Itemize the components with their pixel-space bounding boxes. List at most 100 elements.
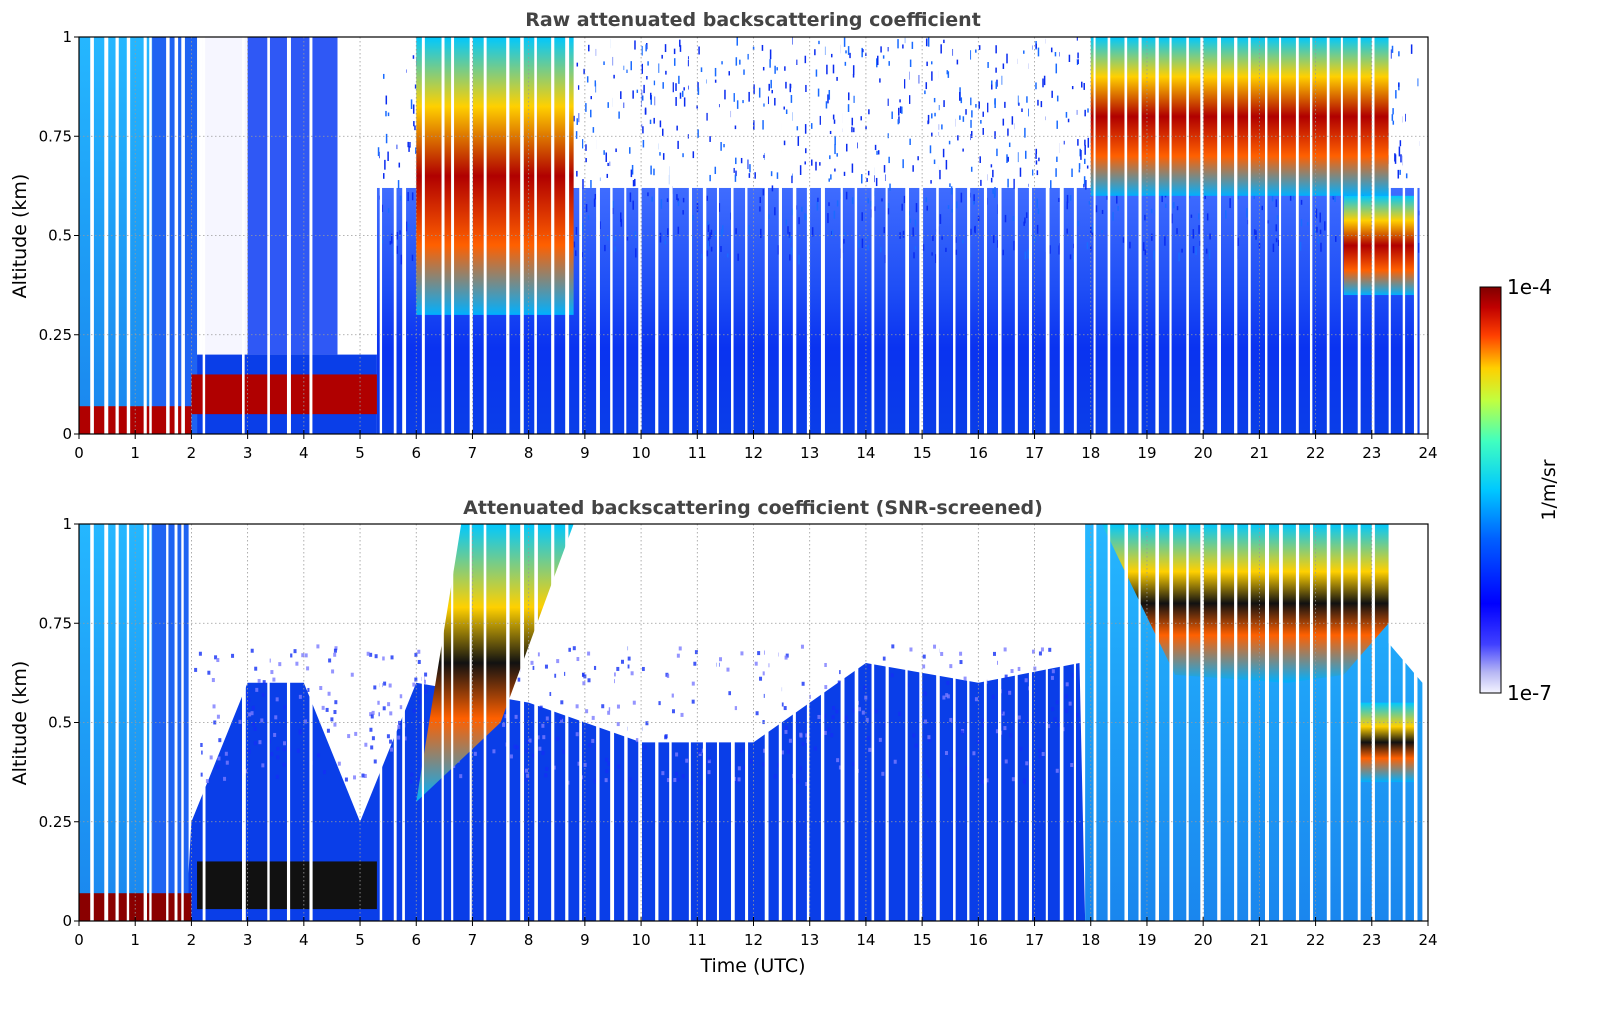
data-gap bbox=[1388, 37, 1391, 434]
noise-speck bbox=[959, 660, 963, 665]
noise-speck bbox=[736, 100, 739, 109]
noise-speck bbox=[887, 46, 889, 52]
noise-speck bbox=[947, 71, 950, 78]
noise-speck bbox=[369, 727, 373, 732]
noise-speck bbox=[959, 115, 961, 120]
noise-speck bbox=[328, 658, 332, 663]
noise-speck bbox=[1080, 149, 1082, 160]
noise-speck bbox=[891, 111, 893, 120]
data-gap bbox=[716, 37, 719, 434]
noise-speck bbox=[1084, 158, 1086, 164]
noise-speck bbox=[1077, 220, 1080, 227]
data-gap bbox=[115, 524, 119, 921]
noise-speck bbox=[612, 672, 616, 677]
data-gap bbox=[1295, 37, 1299, 434]
noise-speck bbox=[777, 245, 780, 255]
data-gap bbox=[143, 37, 147, 434]
noise-speck bbox=[643, 84, 645, 94]
noise-speck bbox=[1143, 242, 1145, 251]
noise-speck bbox=[774, 65, 776, 74]
noise-speck bbox=[614, 236, 616, 242]
noise-speck bbox=[861, 212, 863, 221]
noise-speck bbox=[556, 736, 560, 741]
noise-speck bbox=[575, 704, 579, 709]
noise-speck bbox=[223, 776, 227, 781]
noise-speck bbox=[954, 752, 958, 757]
noise-speck bbox=[1416, 78, 1419, 87]
noise-speck bbox=[1299, 241, 1302, 251]
noise-speck bbox=[675, 97, 677, 106]
noise-speck bbox=[956, 201, 958, 209]
noise-speck bbox=[868, 747, 872, 752]
noise-speck bbox=[1087, 108, 1089, 113]
noise-speck bbox=[1315, 208, 1318, 219]
y-axis-ticks: 0 0.25 0.5 0.75 1 bbox=[39, 515, 79, 930]
data-gap bbox=[1124, 37, 1128, 434]
noise-speck bbox=[783, 106, 785, 110]
noise-speck bbox=[1151, 233, 1153, 241]
noise-speck bbox=[536, 652, 540, 657]
noise-speck bbox=[1043, 75, 1046, 86]
noise-speck bbox=[1316, 226, 1318, 233]
noise-speck bbox=[664, 240, 666, 245]
noise-speck bbox=[526, 773, 530, 778]
noise-speck bbox=[282, 747, 286, 752]
noise-speck bbox=[238, 719, 242, 724]
noise-speck bbox=[1055, 768, 1059, 773]
noise-speck bbox=[974, 225, 976, 234]
noise-speck bbox=[216, 714, 220, 719]
noise-speck bbox=[825, 101, 828, 109]
noise-speck bbox=[927, 773, 931, 778]
noise-speck bbox=[382, 706, 386, 711]
colorbar-min-label: 1e-7 bbox=[1507, 681, 1552, 705]
data-gap bbox=[520, 524, 525, 921]
noise-speck bbox=[679, 92, 682, 99]
noise-speck bbox=[1019, 746, 1023, 751]
noise-speck bbox=[692, 215, 694, 221]
noise-speck bbox=[827, 213, 829, 224]
noise-speck bbox=[1091, 232, 1094, 237]
noise-speck bbox=[972, 751, 976, 756]
noise-speck bbox=[677, 198, 679, 202]
noise-speck bbox=[706, 112, 708, 121]
noise-speck bbox=[414, 225, 416, 229]
noise-speck bbox=[683, 87, 685, 91]
noise-speck bbox=[1051, 90, 1053, 98]
data-gap bbox=[983, 37, 988, 434]
noise-speck bbox=[373, 685, 377, 690]
noise-speck bbox=[901, 106, 903, 114]
noise-speck bbox=[389, 241, 392, 245]
noise-speck bbox=[630, 671, 634, 676]
noise-speck bbox=[980, 120, 982, 124]
noise-speck bbox=[244, 691, 248, 696]
data-gap bbox=[596, 37, 600, 434]
noise-speck bbox=[585, 158, 587, 163]
noise-speck bbox=[1077, 52, 1079, 59]
noise-speck bbox=[912, 733, 916, 738]
noise-speck bbox=[216, 765, 220, 770]
noise-speck bbox=[844, 232, 846, 237]
y-tick-label: 0.5 bbox=[48, 714, 72, 732]
noise-speck bbox=[897, 39, 899, 49]
noise-speck bbox=[247, 697, 251, 702]
noise-speck bbox=[932, 235, 934, 241]
noise-speck bbox=[759, 206, 761, 212]
data-gap bbox=[1107, 37, 1111, 434]
noise-speck bbox=[270, 670, 274, 675]
noise-speck bbox=[1013, 240, 1015, 251]
noise-speck bbox=[843, 171, 846, 176]
noise-speck bbox=[832, 706, 836, 711]
noise-speck bbox=[201, 750, 205, 755]
noise-speck bbox=[822, 714, 826, 719]
data-gap bbox=[1279, 524, 1283, 921]
noise-speck bbox=[995, 45, 997, 54]
noise-speck bbox=[867, 198, 869, 204]
noise-speck bbox=[556, 659, 560, 664]
noise-speck bbox=[298, 730, 302, 735]
noise-speck bbox=[955, 236, 957, 243]
data-gap bbox=[655, 37, 659, 434]
noise-speck bbox=[647, 192, 649, 197]
noise-speck bbox=[1003, 726, 1007, 731]
noise-speck bbox=[1012, 216, 1015, 221]
noise-speck bbox=[635, 738, 639, 743]
